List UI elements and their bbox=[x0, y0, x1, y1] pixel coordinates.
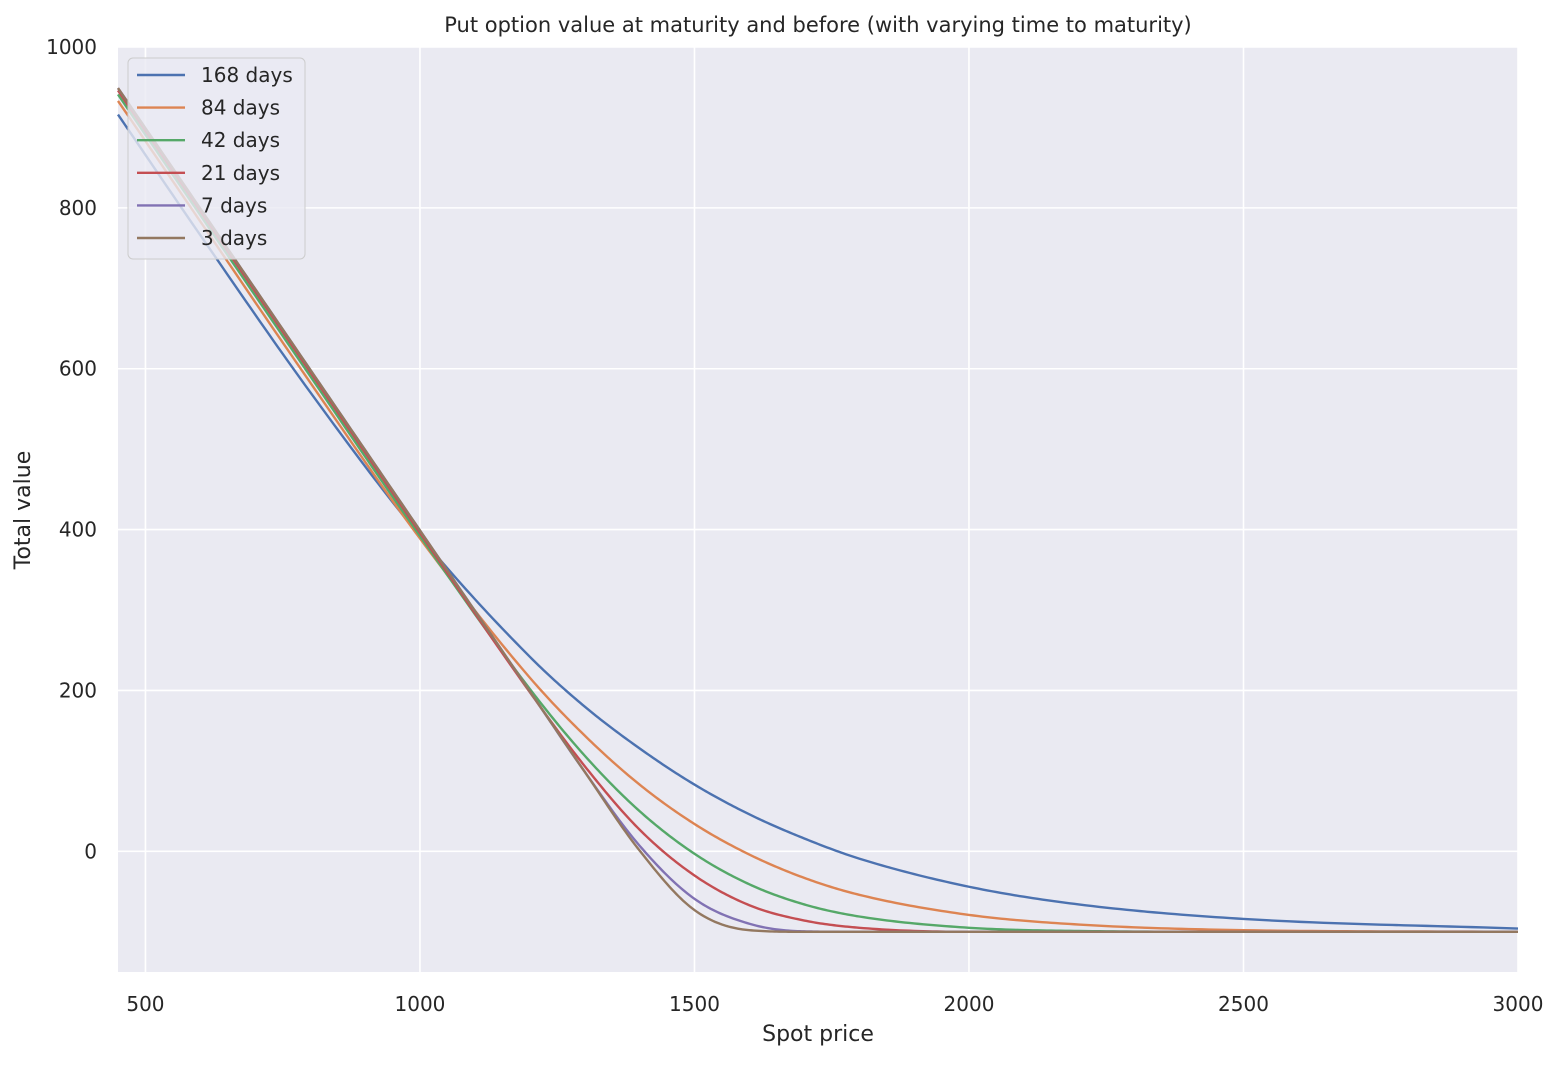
series-line bbox=[117, 113, 1519, 930]
tick-labels: 500 1000 1500 2000 2500 3000 0 200 400 600 800 1000 bbox=[46, 35, 1543, 1016]
x-tick-label: 500 bbox=[126, 992, 164, 1016]
x-tick-label: 1500 bbox=[669, 992, 720, 1016]
x-tick-label: 2000 bbox=[944, 992, 995, 1016]
y-axis-label: Total value bbox=[11, 451, 36, 570]
y-tick-label: 800 bbox=[59, 196, 97, 220]
series-line bbox=[117, 93, 1518, 933]
series-lines bbox=[117, 87, 1519, 933]
x-axis-label: Spot price bbox=[762, 1022, 874, 1047]
legend: 168 days 84 days 42 days 21 days 7 days 3 day… bbox=[127, 57, 306, 260]
y-tick-label: 1000 bbox=[46, 35, 97, 59]
chart-title: Put option value at maturity and before … bbox=[444, 13, 1192, 37]
legend-label: 3 days bbox=[201, 226, 267, 250]
y-tick-label: 0 bbox=[84, 839, 97, 863]
series-line bbox=[117, 87, 1518, 933]
legend-label: 21 days bbox=[201, 161, 280, 185]
series-line bbox=[117, 100, 1519, 933]
y-tick-label: 600 bbox=[59, 357, 97, 381]
grid bbox=[118, 46, 1519, 972]
x-tick-label: 3000 bbox=[1493, 992, 1544, 1016]
legend-label: 42 days bbox=[201, 128, 280, 152]
x-tick-label: 1000 bbox=[395, 992, 446, 1016]
plot-area bbox=[118, 47, 1518, 972]
legend-label: 84 days bbox=[201, 96, 280, 120]
y-tick-label: 400 bbox=[59, 518, 97, 542]
x-tick-label: 2500 bbox=[1218, 992, 1269, 1016]
legend-label: 7 days bbox=[201, 193, 267, 217]
y-tick-label: 200 bbox=[59, 678, 97, 702]
legend-label: 168 days bbox=[201, 63, 293, 87]
